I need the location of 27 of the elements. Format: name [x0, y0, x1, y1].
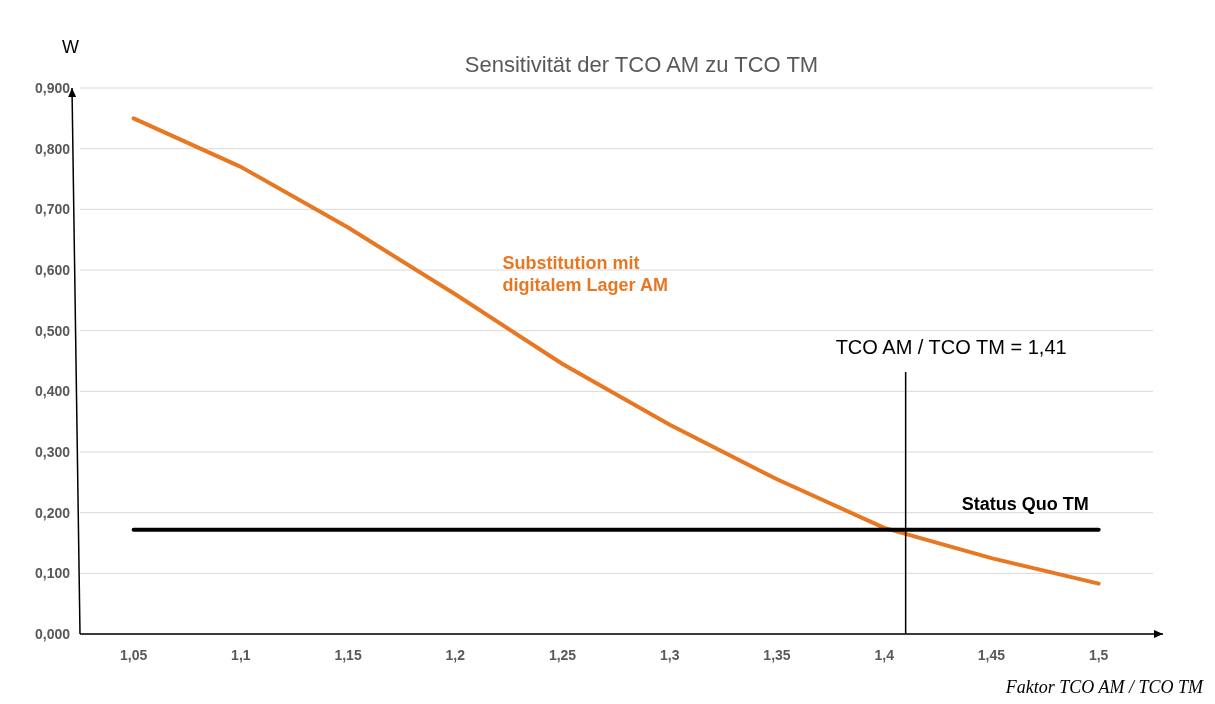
ref-line-label: TCO AM / TCO TM = 1,41 [835, 335, 1067, 358]
x-tick-label: 1,05 [119, 647, 148, 663]
y-tick-label: 0,300 [34, 444, 71, 460]
y-tick-label: 0,900 [34, 80, 71, 96]
x-tick-label: 1,4 [874, 647, 895, 663]
chart-title: Sensitivität der TCO AM zu TCO TM [464, 52, 819, 77]
x-tick-label: 1,45 [977, 647, 1006, 663]
x-axis-title: Faktor TCO AM / TCO TM [1004, 677, 1204, 697]
y-tick-label: 0,400 [34, 383, 71, 400]
x-tick-label: 1,1 [231, 647, 251, 663]
y-tick-label: 0,200 [34, 504, 71, 521]
x-tick-label: 1,15 [334, 647, 362, 663]
line-series [131, 116, 1101, 586]
y-tick-label: 0,800 [34, 140, 71, 157]
y-tick-label: 0,500 [34, 322, 71, 339]
y-tick-label: 0,700 [34, 201, 71, 218]
y-tick-label: 0,100 [34, 565, 71, 582]
x-tick-label: 1,3 [660, 647, 680, 663]
x-tick-label: 1,25 [548, 647, 577, 663]
x-tick-label: 1,5 [1088, 647, 1109, 663]
y-tick-label: 0,600 [34, 262, 71, 278]
y-axis-title: W [62, 37, 79, 57]
x-tick-label: 1,35 [763, 647, 791, 663]
series-label: Substitution mit digitalem Lager AM [502, 253, 668, 296]
x-tick-label: 1,2 [445, 647, 466, 663]
y-tick-label: 0,000 [34, 626, 71, 642]
series-label: Status Quo TM [961, 493, 1089, 514]
